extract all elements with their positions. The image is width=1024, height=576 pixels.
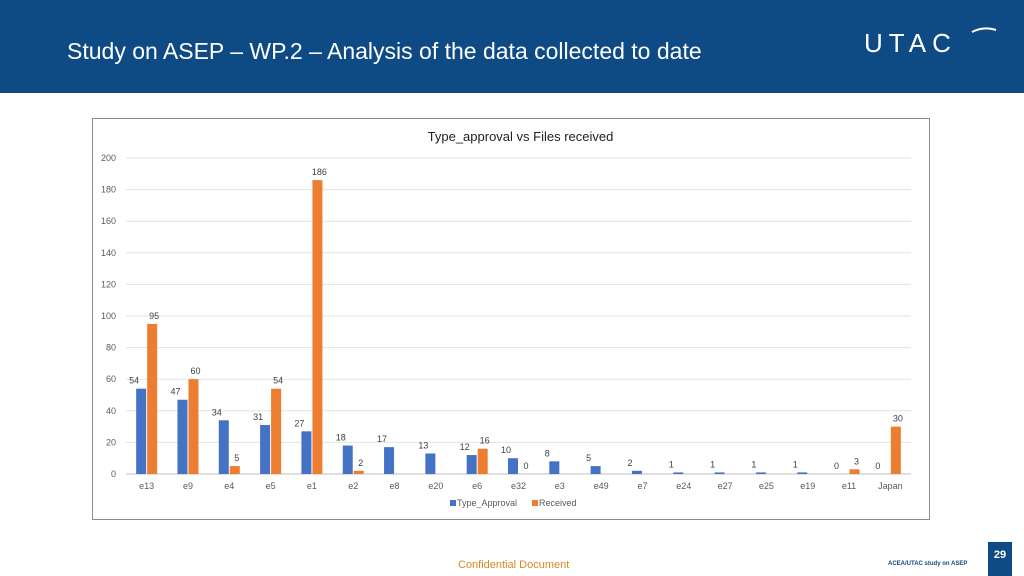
- legend-swatch: [532, 500, 538, 506]
- bar-received: [147, 323, 158, 474]
- bar-type-approval: [177, 399, 188, 474]
- data-label-type-approval: 47: [170, 387, 180, 397]
- bar-type-approval: [549, 461, 560, 474]
- bar-received: [849, 469, 860, 474]
- y-tick-label: 60: [106, 374, 116, 384]
- x-tick-label: e13: [139, 481, 154, 491]
- data-label-received: 95: [149, 311, 159, 321]
- bar-type-approval: [301, 431, 312, 474]
- bar-chart: Type_approval vs Files received020406080…: [101, 129, 911, 508]
- data-label-type-approval: 0: [834, 461, 839, 471]
- legend-label: Received: [539, 498, 577, 508]
- bar-type-approval: [508, 458, 518, 474]
- x-tick-label: e8: [390, 481, 400, 491]
- bar-type-approval: [590, 466, 601, 474]
- chart-frame: Type_approval vs Files received 0 20 40 60 80…: [92, 118, 930, 520]
- bar-type-approval: [425, 453, 436, 474]
- bar-received: [188, 379, 199, 474]
- x-tick-label: e9: [183, 481, 193, 491]
- bar-type-approval: [342, 445, 353, 474]
- y-tick-label: 20: [106, 437, 116, 447]
- x-tick-label: e6: [472, 481, 482, 491]
- page-title: Study on ASEP – WP.2 – Analysis of the d…: [67, 38, 702, 64]
- bar-type-approval: [218, 420, 229, 474]
- y-tick-label: 140: [101, 248, 116, 258]
- data-label-type-approval: 18: [336, 433, 346, 443]
- data-label-received: 60: [190, 366, 200, 376]
- x-tick-label: e32: [511, 481, 526, 491]
- data-label-type-approval: 8: [545, 448, 550, 458]
- x-tick-label: e11: [842, 481, 856, 491]
- data-label-type-approval: 17: [377, 434, 387, 444]
- utac-logo: UTAC: [864, 27, 997, 56]
- header-bar: Study on ASEP – WP.2 – Analysis of the d…: [0, 0, 1024, 93]
- data-label-type-approval: 12: [460, 442, 470, 452]
- x-tick-label: Japan: [878, 481, 903, 491]
- study-label: ACEA/UTAC study on ASEP: [888, 561, 968, 567]
- data-label-type-approval: 1: [751, 459, 756, 469]
- data-label-received: 5: [234, 453, 239, 463]
- bar-type-approval: [797, 472, 808, 474]
- x-tick-label: e2: [348, 481, 358, 491]
- data-label-type-approval: 34: [212, 407, 222, 417]
- confidential-label: Confidential Document: [458, 559, 570, 571]
- bar-type-approval: [260, 425, 271, 474]
- bar-received: [890, 426, 901, 474]
- x-tick-label: e49: [594, 481, 609, 491]
- y-tick-label: 120: [101, 279, 116, 289]
- y-tick-label: 40: [106, 406, 116, 416]
- y-tick-label: 80: [106, 343, 116, 353]
- bar-type-approval: [755, 472, 766, 474]
- legend-swatch: [450, 500, 456, 506]
- x-tick-label: e1: [307, 481, 317, 491]
- data-label-received: 54: [273, 376, 283, 386]
- bar-received: [271, 388, 282, 474]
- bar-received: [477, 448, 488, 474]
- x-tick-label: e5: [266, 481, 276, 491]
- data-label-type-approval: 1: [793, 459, 798, 469]
- legend-label: Type_Approval: [457, 498, 517, 508]
- y-tick-label: 180: [101, 185, 116, 195]
- data-label-type-approval: 31: [253, 412, 263, 422]
- y-tick-label: 160: [101, 216, 116, 226]
- x-tick-label: e27: [718, 481, 733, 491]
- data-label-type-approval: 27: [294, 418, 304, 428]
- bar-received: [353, 470, 364, 474]
- data-label-type-approval: 1: [669, 459, 674, 469]
- data-label-type-approval: 2: [627, 458, 632, 468]
- data-label-type-approval: 5: [586, 453, 591, 463]
- logo-text: UTAC: [864, 28, 957, 56]
- data-label-received: 186: [312, 167, 327, 177]
- data-label-received: 3: [854, 456, 859, 466]
- data-label-received: 30: [893, 414, 903, 424]
- data-label-received: 2: [358, 458, 363, 468]
- y-tick-label: 200: [101, 153, 116, 163]
- data-label-received: 0: [523, 461, 528, 471]
- data-label-type-approval: 13: [418, 440, 428, 450]
- data-label-type-approval: 10: [501, 445, 511, 455]
- x-tick-label: e19: [800, 481, 815, 491]
- bar-type-approval: [136, 388, 147, 474]
- bar-type-approval: [466, 455, 477, 474]
- chart-title: Type_approval vs Files received: [428, 129, 614, 144]
- data-label-type-approval: 1: [710, 459, 715, 469]
- page-number: 29: [988, 542, 1012, 576]
- data-label-received: 16: [480, 436, 490, 446]
- data-label-type-approval: 54: [129, 376, 139, 386]
- x-tick-label: e25: [759, 481, 774, 491]
- x-tick-label: e7: [637, 481, 647, 491]
- x-tick-label: e20: [428, 481, 443, 491]
- bar-type-approval: [384, 447, 395, 474]
- bar-received: [229, 466, 240, 474]
- bar-received: [312, 180, 323, 474]
- y-tick-label: 0: [111, 469, 116, 479]
- data-label-type-approval: 0: [875, 461, 880, 471]
- bar-type-approval: [631, 470, 642, 474]
- x-tick-label: e24: [676, 481, 691, 491]
- x-tick-label: e3: [555, 481, 565, 491]
- y-tick-label: 100: [101, 311, 116, 321]
- bar-type-approval: [714, 472, 725, 474]
- x-tick-label: e4: [224, 481, 234, 491]
- bar-type-approval: [673, 472, 684, 474]
